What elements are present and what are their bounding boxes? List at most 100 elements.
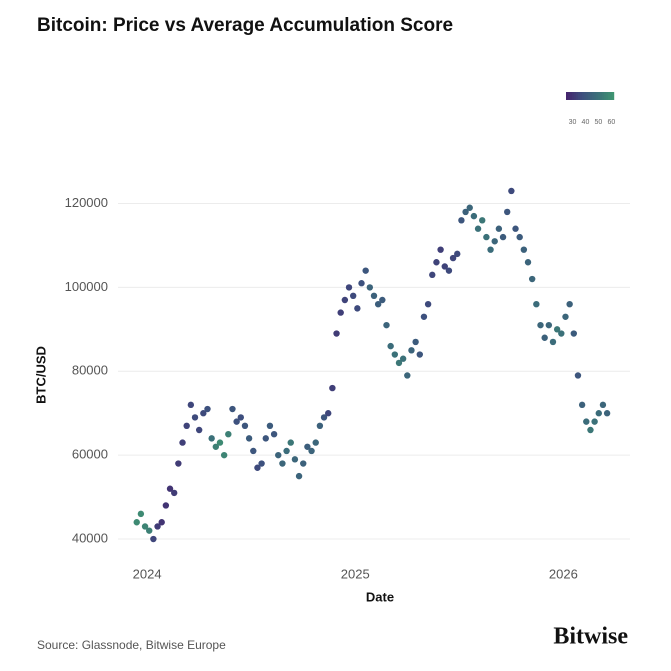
point — [254, 464, 261, 471]
point — [466, 204, 473, 211]
point — [241, 422, 249, 430]
point — [275, 451, 282, 459]
x-tick-label: 2024 — [133, 566, 162, 581]
point — [150, 535, 157, 543]
point — [383, 321, 390, 329]
point — [528, 275, 536, 283]
point — [558, 330, 565, 337]
point — [349, 292, 357, 300]
y-tick-label: 120000 — [65, 195, 108, 210]
point — [408, 347, 415, 354]
point — [146, 527, 153, 534]
point — [200, 410, 207, 417]
point — [512, 225, 519, 232]
point — [537, 321, 544, 329]
point — [304, 443, 311, 450]
point — [195, 426, 203, 434]
colorbar-segment — [604, 92, 607, 100]
colorbar-segment — [606, 92, 609, 100]
point — [162, 502, 170, 509]
point — [533, 300, 540, 308]
point — [233, 418, 240, 425]
point — [308, 447, 315, 455]
point — [333, 330, 340, 337]
y-tick-label: 80000 — [72, 363, 108, 378]
x-tick-label: 2025 — [341, 566, 370, 581]
point — [549, 338, 557, 346]
point — [291, 456, 299, 463]
point — [458, 217, 465, 224]
point — [516, 233, 523, 241]
point — [220, 451, 228, 459]
point — [570, 330, 578, 337]
colorbar-tick-label: 40 — [582, 119, 590, 126]
point — [491, 238, 498, 245]
y-tick-label: 40000 — [72, 530, 108, 545]
point — [358, 280, 365, 287]
point — [545, 321, 553, 329]
x-axis-label: Date — [366, 589, 394, 604]
y-tick-label: 100000 — [65, 279, 108, 294]
point — [474, 225, 482, 232]
y-tick-label: 60000 — [72, 447, 108, 462]
point — [337, 309, 344, 316]
point — [454, 250, 461, 258]
point — [262, 435, 269, 442]
point — [354, 305, 361, 312]
colorbar-segment — [582, 92, 585, 100]
x-tick-label: 2026 — [549, 566, 578, 581]
point — [166, 485, 174, 492]
point — [345, 284, 353, 291]
point — [250, 447, 257, 455]
point — [395, 359, 403, 367]
point — [429, 271, 436, 279]
point — [441, 263, 448, 270]
point — [212, 443, 220, 450]
point — [470, 212, 478, 220]
point — [208, 435, 215, 442]
colorbar-segment — [584, 92, 587, 100]
point — [170, 489, 178, 497]
colorbar-segment — [612, 92, 615, 100]
colorbar-segment — [600, 92, 603, 100]
point — [599, 401, 607, 409]
point — [366, 284, 374, 291]
point — [312, 439, 319, 446]
point — [520, 246, 528, 253]
point — [175, 460, 182, 467]
point — [266, 422, 274, 430]
point — [270, 430, 278, 438]
colorbar-tick-label: 50 — [595, 119, 603, 126]
point — [258, 460, 265, 467]
point — [404, 372, 411, 379]
point — [141, 523, 149, 530]
colorbar-segment — [596, 92, 599, 100]
point — [487, 246, 494, 253]
point — [553, 326, 561, 333]
point — [316, 422, 324, 430]
point — [508, 187, 515, 195]
point — [495, 225, 503, 232]
point — [225, 430, 232, 438]
point — [370, 292, 378, 300]
point — [603, 410, 611, 417]
point — [595, 410, 602, 417]
colorbar-segment — [588, 92, 591, 100]
point — [479, 217, 486, 224]
colorbar-segment — [590, 92, 593, 100]
point — [137, 510, 145, 518]
colorbar-segment — [568, 92, 571, 100]
point — [191, 414, 199, 421]
colorbar-segment — [576, 92, 579, 100]
colorbar-segment — [594, 92, 597, 100]
colorbar-segment — [602, 92, 605, 100]
point — [374, 300, 382, 308]
point — [449, 254, 457, 262]
point — [591, 418, 598, 425]
colorbar-segment — [608, 92, 611, 100]
colorbar-segment — [592, 92, 595, 100]
point — [329, 384, 336, 392]
point — [245, 435, 253, 442]
point — [237, 414, 244, 421]
